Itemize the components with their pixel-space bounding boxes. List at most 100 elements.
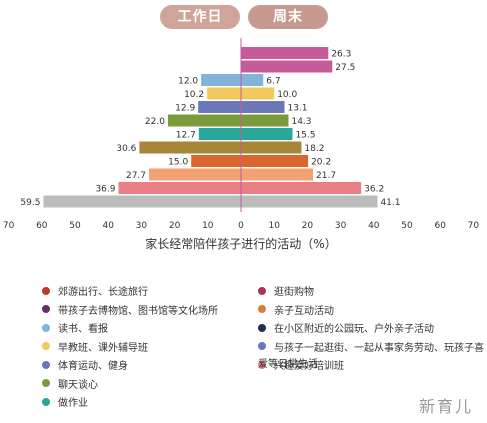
legend-item: 与孩子一起逛街、一起从事家务劳动、玩孩子喜: [258, 339, 484, 354]
legend-label-continuation: 爱等日常生活: [258, 359, 318, 370]
x-tick-label: 70: [3, 221, 15, 231]
workday-value-label: 59.5: [20, 198, 40, 208]
x-tick-label: 20: [169, 221, 181, 231]
x-tick-label: 40: [368, 221, 380, 231]
workday-bar: [198, 128, 241, 140]
weekend-bar: [241, 114, 289, 127]
workday-bar: [43, 195, 242, 208]
legend-color-dot: [42, 397, 50, 406]
weekend-bar: [241, 182, 362, 194]
legend-item: 读书、看报: [42, 320, 108, 335]
workday-value-label: 15.0: [168, 158, 188, 168]
weekend-bar: [241, 128, 293, 140]
workday-value-label: 12.7: [176, 131, 196, 141]
legend-item: 体育运动、健身: [42, 357, 128, 372]
weekend-bar: [241, 47, 329, 59]
workday-value-label: 36.9: [95, 185, 115, 195]
legend-label: 早教班、课外辅导班: [58, 342, 148, 354]
weekend-bar: [241, 195, 378, 208]
workday-value-label: 12.0: [178, 77, 198, 87]
workday-value-label: 12.9: [175, 104, 195, 114]
weekend-value-label: 6.7: [266, 77, 280, 87]
x-tick-label: 0: [238, 221, 244, 231]
weekend-value-label: 20.2: [311, 158, 331, 168]
weekend-value-label: 26.3: [331, 50, 351, 60]
legend-item: 做作业: [42, 394, 88, 409]
legend-label: 带孩子去博物馆、图书馆等文化场所: [58, 305, 218, 317]
legend-color-dot: [42, 379, 50, 387]
weekend-bar: [241, 168, 314, 181]
legend-color-dot: [258, 286, 266, 295]
weekend-value-label: 27.5: [335, 63, 355, 73]
x-tick-label: 50: [401, 221, 413, 231]
x-tick-label: 70: [468, 221, 480, 231]
x-tick-label: 60: [36, 221, 48, 231]
legend-label: 聊天谈心: [58, 379, 98, 391]
legend-item: 带孩子去博物馆、图书馆等文化场所: [42, 302, 218, 317]
weekend-bar: [241, 74, 264, 86]
workday-bar: [167, 114, 241, 127]
weekend-value-label: 13.1: [287, 104, 307, 114]
legend-color-dot: [258, 305, 266, 313]
legend-color-dot: [258, 360, 266, 369]
weekend-value-label: 36.2: [364, 185, 384, 195]
legend-item: 亲子互动活动: [258, 302, 334, 317]
legend-color-dot: [42, 286, 50, 295]
legend-label: 逛街购物: [274, 287, 314, 298]
weekend-header-pill: 周末: [248, 5, 328, 29]
weekend-value-label: 18.2: [304, 144, 324, 154]
weekend-bar: [241, 155, 309, 167]
legend-label: 在小区附近的公园玩、户外亲子活动: [274, 324, 434, 335]
legend-item: 郊游出行、长途旅行: [42, 283, 148, 298]
diverging-bar-chart: 26.3 27.5 12.0 6.7 10.2 10.0 12.9 13.1 22.0 14.3 1…: [3, 38, 480, 250]
legend-item: 在小区附近的公园玩、户外亲子活动: [258, 320, 434, 335]
workday-bar: [198, 101, 241, 113]
x-axis-title: 家长经常陪伴孩子进行的活动（%）: [145, 236, 336, 250]
legend-item: 逛街购物: [258, 283, 314, 298]
x-tick-label: 20: [302, 221, 314, 231]
workday-bar: [118, 182, 241, 194]
legend-color-dot: [42, 323, 50, 332]
weekend-bar: [241, 87, 275, 100]
workday-bar: [207, 87, 241, 100]
workday-value-label: 22.0: [145, 117, 165, 127]
weekend-bar: [241, 141, 302, 154]
weekend-value-label: 21.7: [316, 171, 336, 181]
legend-label: 兴趣爱好培训班: [274, 361, 344, 372]
legend-color-dot: [42, 360, 50, 369]
workday-value-label: 27.7: [126, 171, 146, 181]
x-tick-label: 10: [202, 221, 214, 231]
legend-label: 与孩子一起逛街、一起从事家务劳动、玩孩子喜: [274, 342, 484, 354]
weekend-value-label: 14.3: [291, 117, 311, 127]
weekend-value-label: 10.0: [277, 90, 297, 100]
workday-bar: [191, 155, 241, 167]
legend-label: 做作业: [58, 398, 88, 409]
legend-label: 亲子互动活动: [274, 305, 334, 317]
watermark-text: 新育儿: [418, 397, 473, 416]
legend-item: 聊天谈心: [42, 376, 98, 391]
x-tick-label: 30: [136, 221, 148, 231]
workday-header-pill: 工作日: [160, 5, 240, 29]
legend-color-dot: [42, 342, 50, 350]
legend-label: 读书、看报: [58, 324, 108, 335]
legend-color-dot: [42, 305, 50, 313]
legend-item: 兴趣爱好培训班: [258, 357, 344, 372]
workday-bar: [201, 74, 241, 86]
workday-bar: [149, 168, 241, 181]
x-tick-label: 60: [434, 221, 446, 231]
legend-color-dot: [258, 342, 266, 350]
weekend-bar: [241, 60, 333, 73]
weekend-value-label: 15.5: [295, 131, 315, 141]
legend-color-dot: [258, 323, 266, 332]
legend-item: 早教班、课外辅导班: [42, 339, 148, 354]
x-tick-label: 30: [335, 221, 347, 231]
legend-label: 郊游出行、长途旅行: [58, 287, 148, 298]
x-tick-label: 40: [102, 221, 114, 231]
workday-bar: [139, 141, 241, 154]
workday-value-label: 10.2: [184, 90, 204, 100]
legend-label: 体育运动、健身: [58, 361, 128, 372]
workday-value-label: 30.6: [116, 144, 136, 154]
x-tick-label: 50: [69, 221, 81, 231]
weekend-bar: [241, 101, 285, 113]
x-tick-label: 10: [268, 221, 280, 231]
